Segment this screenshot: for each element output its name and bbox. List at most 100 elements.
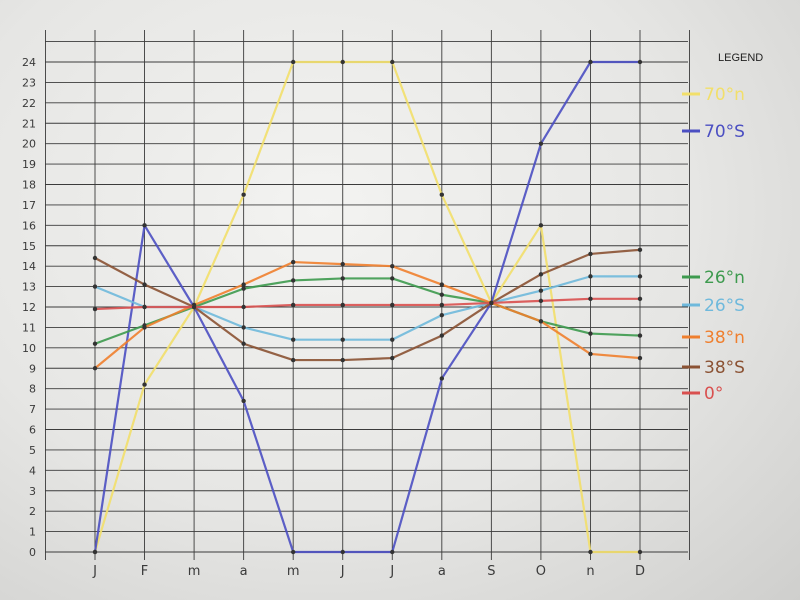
data-point bbox=[290, 59, 296, 65]
x-tick-label: J bbox=[92, 564, 97, 579]
data-point bbox=[588, 351, 593, 357]
data-point bbox=[241, 304, 246, 310]
y-tick-label: 22 bbox=[22, 97, 36, 110]
data-point bbox=[340, 549, 345, 555]
series-line bbox=[93, 277, 642, 345]
y-tick-label: 0 bbox=[29, 546, 36, 559]
data-point bbox=[142, 282, 147, 287]
data-point bbox=[340, 337, 345, 342]
data-point bbox=[637, 296, 643, 302]
data-point bbox=[92, 284, 98, 289]
legend-label: 70°n bbox=[704, 85, 745, 105]
data-point bbox=[390, 59, 395, 65]
y-tick-label: 21 bbox=[22, 117, 36, 130]
y-tick-label: 4 bbox=[29, 464, 36, 477]
y-tick-label: 14 bbox=[22, 260, 36, 273]
data-point bbox=[637, 355, 643, 361]
y-tick-label: 2 bbox=[29, 505, 36, 518]
data-point bbox=[241, 192, 246, 197]
data-point bbox=[390, 355, 395, 361]
y-tick-label: 23 bbox=[22, 76, 36, 89]
data-point bbox=[538, 319, 544, 324]
y-tick-label: 18 bbox=[22, 179, 36, 192]
data-point bbox=[191, 304, 197, 310]
data-point bbox=[538, 288, 544, 293]
y-tick-label: 3 bbox=[29, 485, 36, 498]
graph-paper-grid bbox=[45, 30, 690, 560]
data-point bbox=[390, 549, 395, 555]
x-tick-label: D bbox=[635, 564, 645, 579]
y-tick-label: 10 bbox=[22, 342, 36, 355]
x-tick-label: J bbox=[340, 564, 345, 579]
x-tick-label: S bbox=[487, 564, 495, 579]
y-tick-label: 8 bbox=[29, 383, 36, 396]
data-point bbox=[142, 223, 147, 228]
data-point bbox=[241, 286, 246, 291]
legend-title: LEGEND bbox=[718, 52, 763, 64]
data-point bbox=[340, 59, 345, 65]
data-point bbox=[588, 274, 593, 279]
y-tick-label: 15 bbox=[22, 240, 36, 253]
data-point bbox=[92, 366, 98, 371]
series-line bbox=[93, 297, 642, 311]
x-tick-label: a bbox=[240, 564, 248, 579]
data-point bbox=[241, 398, 246, 404]
legend-label: 26°n bbox=[704, 268, 745, 288]
data-point bbox=[588, 59, 593, 65]
data-point bbox=[489, 300, 494, 306]
data-point bbox=[340, 302, 345, 308]
x-tick-label: m bbox=[287, 564, 300, 579]
data-point bbox=[439, 192, 445, 197]
y-tick-label: 17 bbox=[22, 199, 36, 212]
x-tick-label: F bbox=[141, 564, 148, 579]
legend-label: 0° bbox=[704, 384, 723, 404]
legend-label: 70°S bbox=[704, 122, 745, 142]
x-tick-label: J bbox=[389, 564, 394, 579]
data-point bbox=[142, 304, 147, 310]
data-point bbox=[637, 59, 643, 65]
data-point bbox=[241, 325, 246, 330]
data-point bbox=[92, 549, 98, 555]
data-point bbox=[290, 259, 296, 265]
y-tick-label: 13 bbox=[22, 281, 36, 294]
data-point bbox=[439, 312, 445, 318]
y-tick-label: 19 bbox=[22, 158, 36, 171]
data-point bbox=[92, 306, 98, 312]
data-point bbox=[439, 282, 445, 287]
y-tick-label: 12 bbox=[22, 301, 36, 314]
y-tick-label: 7 bbox=[29, 403, 36, 416]
data-point bbox=[340, 261, 345, 267]
data-point bbox=[588, 296, 593, 302]
data-point bbox=[142, 382, 147, 387]
data-point bbox=[390, 263, 395, 269]
legend: LEGEND 70°n 70°S 26°n 26°S 38°n 38°S 0° bbox=[682, 52, 763, 404]
data-point bbox=[588, 331, 593, 336]
series-lines bbox=[92, 59, 643, 555]
data-point bbox=[241, 341, 246, 346]
y-tick-label: 20 bbox=[22, 138, 36, 151]
x-tick-label: m bbox=[188, 564, 201, 579]
data-point bbox=[588, 251, 593, 257]
data-point bbox=[637, 247, 643, 253]
series-line bbox=[93, 260, 642, 370]
data-point bbox=[538, 298, 544, 304]
data-point bbox=[439, 376, 445, 381]
y-tick-label: 5 bbox=[29, 444, 36, 457]
data-point bbox=[142, 325, 147, 330]
data-point bbox=[92, 341, 98, 346]
data-point bbox=[439, 302, 445, 308]
y-tick-label: 1 bbox=[29, 526, 36, 539]
y-tick-label: 16 bbox=[22, 219, 36, 232]
series-line bbox=[93, 60, 642, 554]
data-point bbox=[92, 255, 98, 261]
data-point bbox=[290, 337, 296, 342]
data-point bbox=[290, 549, 296, 555]
data-point bbox=[588, 549, 593, 555]
data-point bbox=[637, 549, 643, 555]
data-point bbox=[390, 337, 395, 342]
x-tick-label: a bbox=[438, 564, 446, 579]
series-line bbox=[93, 60, 642, 554]
y-tick-label: 11 bbox=[22, 321, 36, 334]
